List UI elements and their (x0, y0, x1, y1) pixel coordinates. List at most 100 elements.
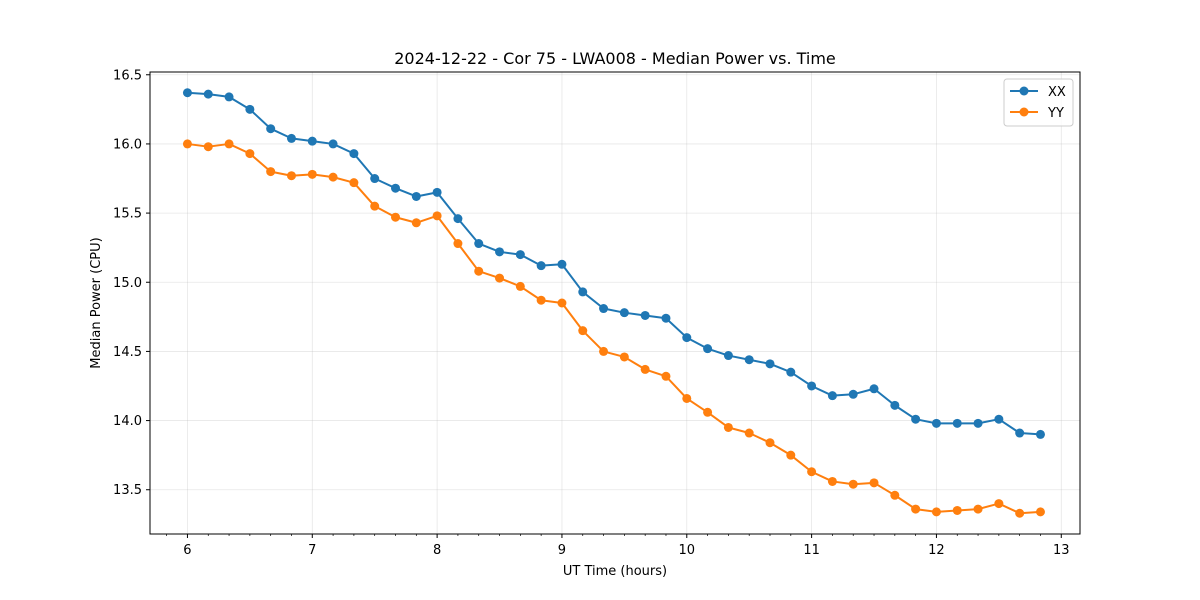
y-tick-label: 13.5 (113, 483, 142, 498)
x-tick-label: 13 (1053, 543, 1070, 558)
data-point-xx (432, 187, 442, 197)
data-point-xx (869, 384, 879, 394)
x-tick-label: 9 (558, 543, 566, 558)
series-group (182, 88, 1045, 518)
data-point-yy (848, 479, 858, 489)
data-point-yy (432, 211, 442, 221)
data-point-yy (349, 178, 359, 188)
data-point-yy (640, 364, 650, 374)
data-point-yy (536, 295, 546, 305)
data-point-yy (203, 142, 213, 152)
data-point-xx (391, 183, 401, 193)
data-point-yy (765, 438, 775, 448)
y-tick-label: 15.0 (113, 276, 142, 291)
data-point-yy (578, 326, 588, 336)
data-point-xx (994, 414, 1004, 424)
data-point-yy (786, 450, 796, 460)
data-point-xx (182, 88, 192, 98)
data-point-yy (307, 169, 317, 179)
data-point-xx (765, 359, 775, 369)
data-point-yy (474, 266, 484, 276)
x-tick-label: 11 (803, 543, 820, 558)
x-tick-label: 7 (308, 543, 316, 558)
data-point-yy (869, 478, 879, 488)
y-tick-label: 16.5 (113, 68, 142, 83)
data-point-xx (640, 310, 650, 320)
data-point-yy (682, 393, 692, 403)
data-point-xx (723, 351, 733, 361)
y-tick-label: 14.0 (113, 414, 142, 429)
legend-marker-xx (1019, 86, 1029, 96)
x-tick-label: 8 (433, 543, 441, 558)
data-point-yy (286, 171, 296, 181)
data-point-yy (911, 504, 921, 514)
y-tick-label: 14.5 (113, 345, 142, 360)
data-point-xx (827, 391, 837, 401)
data-point-xx (307, 136, 317, 146)
data-point-yy (557, 298, 567, 308)
data-point-xx (786, 367, 796, 377)
data-point-xx (931, 418, 941, 428)
data-point-xx (911, 414, 921, 424)
data-point-xx (1015, 428, 1025, 438)
data-point-yy (515, 281, 525, 291)
data-point-yy (973, 504, 983, 514)
legend: XX YY (1003, 78, 1074, 127)
data-point-yy (661, 371, 671, 381)
data-point-xx (224, 92, 234, 102)
data-point-yy (599, 346, 609, 356)
legend-marker-yy (1019, 107, 1029, 117)
data-point-xx (286, 133, 296, 143)
data-point-xx (661, 313, 671, 323)
data-point-xx (474, 239, 484, 249)
data-point-xx (703, 344, 713, 354)
data-point-xx (1035, 429, 1045, 439)
data-point-yy (744, 428, 754, 438)
ticks: 6 7 8 9 10 11 12 13 13.5 14.0 14.5 15.0 15.5 16.0 16.5 (113, 68, 1070, 558)
data-point-xx (807, 381, 817, 391)
x-tick-label: 12 (928, 543, 945, 558)
data-point-xx (536, 261, 546, 271)
data-point-yy (994, 499, 1004, 509)
data-point-yy (890, 490, 900, 500)
data-point-xx (266, 124, 276, 134)
data-point-yy (1035, 507, 1045, 517)
data-point-xx (328, 139, 338, 149)
data-point-xx (973, 418, 983, 428)
data-point-xx (578, 287, 588, 297)
data-point-xx (952, 418, 962, 428)
data-point-yy (391, 212, 401, 222)
data-point-yy (328, 172, 338, 182)
data-point-xx (349, 149, 359, 159)
data-point-yy (952, 505, 962, 515)
data-point-xx (203, 89, 213, 99)
legend-label-xx: XX (1048, 85, 1066, 100)
data-point-yy (370, 201, 380, 211)
data-point-yy (266, 167, 276, 177)
plot-frame (149, 71, 1081, 535)
data-point-xx (619, 308, 629, 318)
data-point-yy (495, 273, 505, 283)
data-point-xx (557, 259, 567, 269)
data-point-xx (453, 214, 463, 224)
data-point-yy (827, 476, 837, 486)
y-tick-label: 15.5 (113, 207, 142, 222)
data-point-yy (703, 407, 713, 417)
data-point-yy (411, 218, 421, 228)
data-point-xx (515, 250, 525, 260)
data-point-yy (723, 422, 733, 432)
x-tick-label: 10 (679, 543, 696, 558)
data-point-yy (224, 139, 234, 149)
data-point-yy (245, 149, 255, 159)
data-point-yy (1015, 508, 1025, 518)
legend-label-yy: YY (1047, 106, 1064, 121)
data-point-yy (453, 239, 463, 249)
y-axis-label: Median Power (CPU) (89, 237, 104, 368)
x-axis-label: UT Time (hours) (563, 564, 667, 579)
data-point-xx (411, 191, 421, 201)
data-point-xx (848, 389, 858, 399)
data-point-xx (370, 174, 380, 184)
data-point-xx (744, 355, 754, 365)
y-tick-label: 16.0 (113, 137, 142, 152)
